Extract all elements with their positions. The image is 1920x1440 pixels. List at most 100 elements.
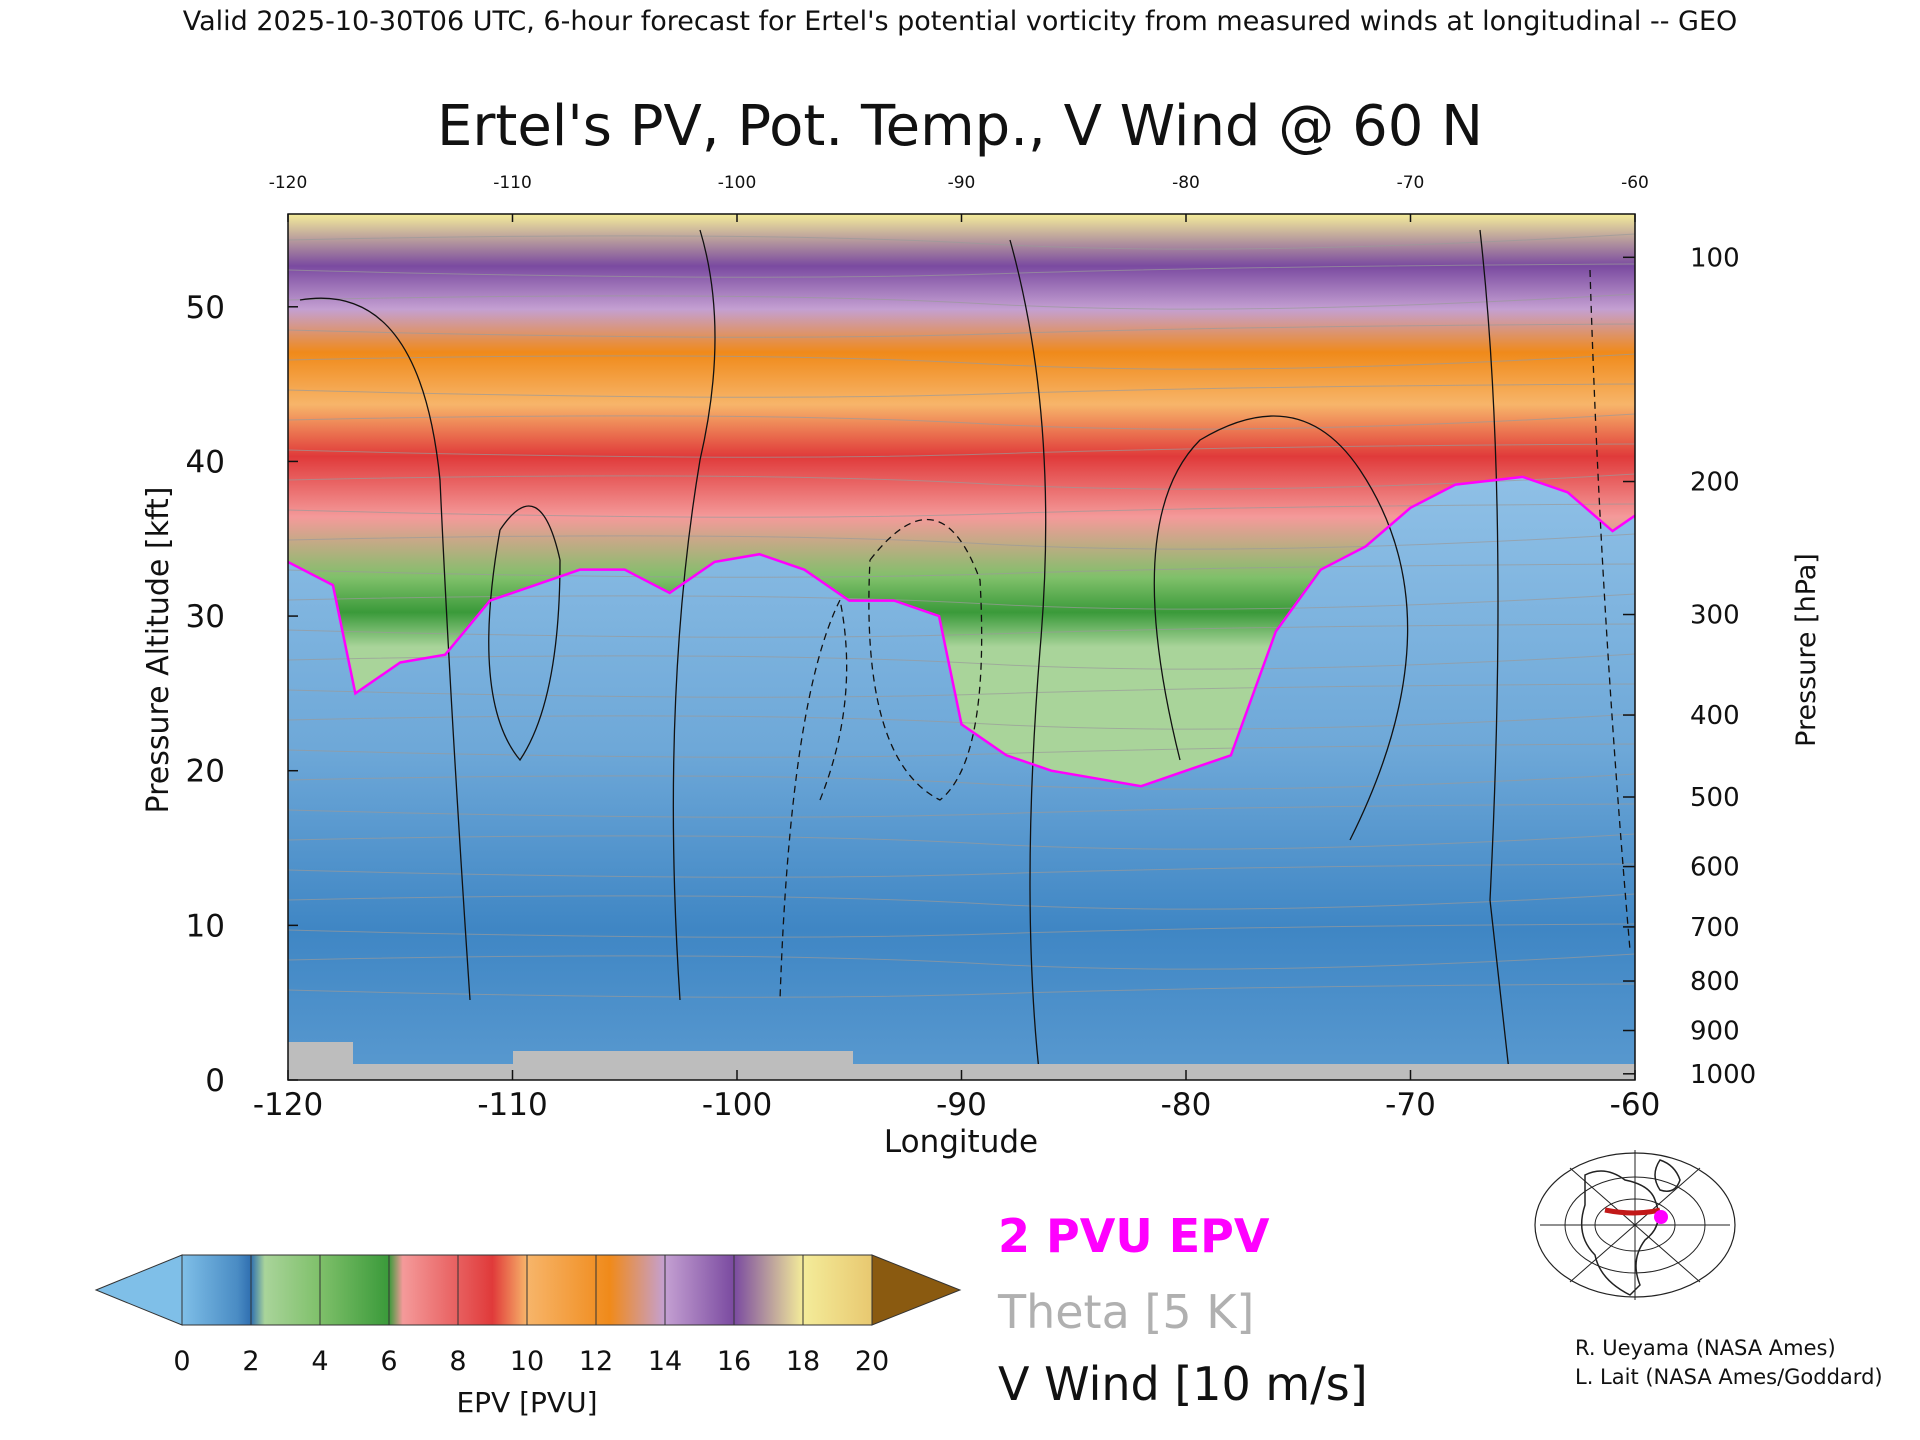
- wind-contour: [1153, 415, 1409, 841]
- terrain-block: [288, 1042, 353, 1080]
- colorbar-tick-label: 2: [242, 1346, 259, 1377]
- theta-line: [288, 263, 1635, 278]
- troposphere-field: [288, 476, 1635, 1080]
- colorbar-tick-label: 20: [855, 1346, 889, 1377]
- terrain-block: [353, 1064, 513, 1080]
- axes: -120 -110 -100 -90 -80 -70 -60 -120 -110 -100 -90 -…: [186, 173, 1757, 1123]
- x-tick-label: -100: [702, 1087, 772, 1123]
- pressure-tick-label: 600: [1690, 853, 1740, 883]
- theta-line: [288, 563, 1635, 578]
- credit-line-2: L. Lait (NASA Ames/Goddard): [1575, 1365, 1883, 1389]
- theta-line: [288, 713, 1635, 730]
- colorbar-tick-label: 8: [449, 1346, 466, 1377]
- wind-contour: [1479, 229, 1511, 1080]
- theta-line: [288, 983, 1635, 998]
- top-tick-label: -60: [1621, 173, 1649, 193]
- theta-line: [288, 773, 1635, 790]
- theta-line: [288, 743, 1635, 758]
- y-tick-label: 40: [186, 444, 225, 480]
- epv-2pvu-contour: [288, 475, 1635, 788]
- x-tick-label: -90: [936, 1087, 987, 1123]
- theta-line: [288, 233, 1635, 250]
- theta-line: [288, 383, 1635, 398]
- x-axis-label: Longitude: [884, 1124, 1038, 1160]
- theta-line: [288, 323, 1635, 338]
- theta-line: [288, 503, 1635, 518]
- pressure-tick-label: 100: [1690, 243, 1740, 273]
- x-tick-label: -70: [1385, 1087, 1436, 1123]
- colorbar-tick-label: 18: [786, 1346, 820, 1377]
- terrain-block: [513, 1051, 853, 1080]
- legend-wind: V Wind [10 m/s]: [998, 1357, 1368, 1411]
- terrain-block: [1233, 1064, 1503, 1080]
- theta-line: [288, 803, 1635, 818]
- chart-title: Ertel's PV, Pot. Temp., V Wind @ 60 N: [437, 94, 1483, 159]
- colorbar-tick-label: 6: [380, 1346, 397, 1377]
- theta-contours: [288, 233, 1635, 998]
- legend-epv: 2 PVU EPV: [998, 1209, 1270, 1263]
- y-tick-label: 50: [186, 290, 225, 326]
- valid-line: Valid 2025-10-30T06 UTC, 6-hour forecast…: [183, 6, 1738, 37]
- colorbar-tick-label: 0: [173, 1346, 190, 1377]
- x-tick-label: -80: [1161, 1087, 1212, 1123]
- top-tick-label: -100: [718, 173, 757, 193]
- pressure-tick-label: 500: [1690, 783, 1740, 813]
- theta-line: [288, 443, 1635, 458]
- top-tick-label: -110: [493, 173, 532, 193]
- credit-line-1: R. Ueyama (NASA Ames): [1575, 1336, 1836, 1360]
- y-tick-label: 0: [205, 1063, 225, 1099]
- top-tick-label: -80: [1172, 173, 1200, 193]
- theta-line: [288, 893, 1635, 910]
- pressure-tick-label: 200: [1690, 468, 1740, 498]
- pressure-tick-label: 300: [1690, 601, 1740, 631]
- wind-contour: [1009, 239, 1047, 1080]
- theta-line: [288, 833, 1635, 850]
- wind-contour: [779, 598, 848, 1001]
- colorbar: 0 2 4 6 8 10 12 14 16 18 20 EPV [PVU]: [94, 1254, 962, 1419]
- theta-line: [288, 413, 1635, 430]
- top-tick-label: -90: [948, 173, 976, 193]
- theta-line: [288, 593, 1635, 610]
- colorbar-tick-label: 10: [510, 1346, 544, 1377]
- colorbar-low-arrow: [94, 1254, 183, 1326]
- y-axis-label-right: Pressure [hPa]: [1791, 553, 1822, 747]
- colorbar-tick-label: 16: [717, 1346, 751, 1377]
- colorbar-tick-label: 4: [311, 1346, 328, 1377]
- pressure-tick-label: 900: [1690, 1017, 1740, 1047]
- wind-contour: [868, 518, 983, 801]
- wind-contour: [299, 297, 471, 1001]
- y-tick-label: 20: [186, 754, 225, 790]
- colorbar-tick-label: 14: [648, 1346, 682, 1377]
- y-tick-label: 10: [186, 908, 225, 944]
- pressure-tick-label: 400: [1690, 701, 1740, 731]
- location-marker: [1654, 1210, 1668, 1224]
- theta-line: [288, 623, 1635, 638]
- theta-line: [288, 353, 1635, 370]
- theta-line: [288, 863, 1635, 878]
- wind-contour: [488, 505, 561, 762]
- top-tick-label: -120: [269, 173, 308, 193]
- wind-contour: [1589, 269, 1631, 951]
- theta-line: [288, 533, 1635, 550]
- colorbar-label: EPV [PVU]: [456, 1386, 597, 1419]
- colorbar-tick-label: 12: [579, 1346, 613, 1377]
- x-tick-label: -60: [1610, 1087, 1661, 1123]
- pressure-tick-label: 1000: [1690, 1060, 1756, 1090]
- plot-area: [288, 214, 1635, 1080]
- pressure-tick-label: 700: [1690, 913, 1740, 943]
- terrain-block: [1503, 1064, 1635, 1080]
- theta-line: [288, 473, 1635, 490]
- theta-line: [288, 293, 1635, 310]
- x-tick-label: -120: [253, 1087, 323, 1123]
- legend-theta: Theta [5 K]: [997, 1285, 1254, 1339]
- theta-line: [288, 653, 1635, 670]
- terrain-mask: [288, 1042, 1635, 1080]
- theta-line: [288, 953, 1635, 970]
- theta-line: [288, 683, 1635, 698]
- theta-line: [288, 923, 1635, 938]
- y-axis-label-left: Pressure Altitude [kft]: [141, 487, 176, 814]
- wind-contour: [672, 229, 716, 1001]
- locator-map: [1534, 1150, 1736, 1300]
- y-tick-label: 30: [186, 599, 225, 635]
